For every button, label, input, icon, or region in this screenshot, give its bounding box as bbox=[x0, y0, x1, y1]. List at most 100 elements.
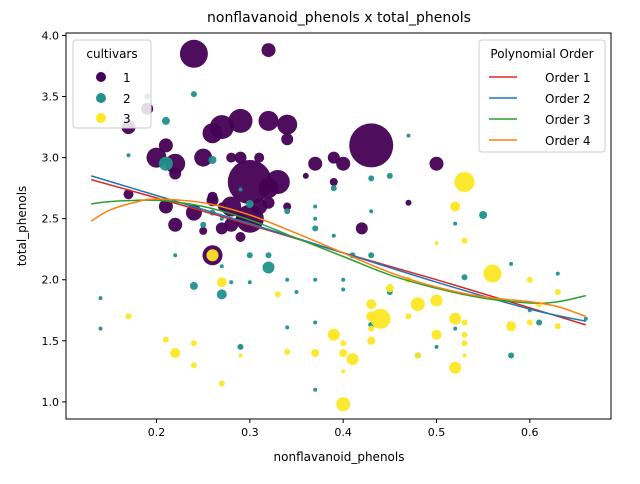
data-point bbox=[313, 320, 318, 325]
data-point bbox=[294, 290, 299, 294]
data-point bbox=[368, 325, 375, 332]
data-point bbox=[449, 361, 462, 374]
legend-cultivars-box bbox=[72, 39, 152, 129]
data-point bbox=[406, 133, 411, 138]
data-point bbox=[367, 336, 376, 345]
data-point bbox=[434, 241, 439, 246]
data-point bbox=[369, 209, 374, 214]
data-point bbox=[461, 237, 468, 244]
data-point bbox=[506, 321, 517, 332]
data-point bbox=[508, 352, 515, 359]
data-point bbox=[313, 387, 318, 392]
data-point bbox=[554, 323, 561, 330]
data-point bbox=[536, 319, 543, 326]
data-point bbox=[311, 349, 320, 357]
data-point bbox=[385, 284, 394, 293]
data-point bbox=[190, 91, 197, 98]
x-axis-label: nonflavanoid_phenols bbox=[274, 450, 405, 464]
data-point bbox=[169, 167, 182, 180]
data-point bbox=[414, 352, 421, 359]
data-point bbox=[258, 110, 279, 131]
data-point bbox=[216, 289, 227, 300]
y-tick-label: 1.0 bbox=[42, 396, 60, 409]
x-tick-label: 0.2 bbox=[148, 426, 166, 439]
legend-polynomial-box bbox=[478, 39, 606, 153]
y-tick-label: 4.0 bbox=[42, 29, 60, 42]
data-point bbox=[238, 344, 243, 349]
data-point bbox=[161, 116, 170, 125]
data-point bbox=[454, 172, 475, 192]
data-point bbox=[330, 331, 337, 338]
data-point bbox=[234, 151, 247, 164]
data-point bbox=[194, 148, 213, 167]
data-point bbox=[190, 362, 197, 369]
data-point bbox=[206, 249, 219, 262]
data-point bbox=[126, 153, 131, 158]
fit-curve-order-4 bbox=[90, 198, 587, 318]
legend-cultivars: cultivars 1 2 3 bbox=[72, 39, 152, 129]
data-point bbox=[199, 226, 208, 235]
data-point bbox=[216, 277, 227, 288]
data-point bbox=[461, 331, 468, 338]
data-point bbox=[235, 232, 246, 242]
y-tick-label: 3.0 bbox=[42, 152, 60, 165]
data-point bbox=[219, 216, 224, 221]
data-point bbox=[200, 221, 207, 228]
data-point bbox=[410, 297, 425, 312]
x-tick-label: 0.6 bbox=[521, 426, 539, 439]
data-point bbox=[158, 199, 173, 214]
data-point bbox=[483, 264, 502, 283]
data-point bbox=[228, 108, 253, 133]
data-point bbox=[336, 156, 351, 171]
data-point bbox=[336, 397, 351, 412]
x-tick-label: 0.5 bbox=[428, 426, 446, 439]
data-point bbox=[258, 178, 279, 199]
data-points bbox=[98, 39, 588, 412]
data-point bbox=[238, 353, 243, 358]
legend-order-2-label: Order 2 bbox=[545, 92, 591, 106]
data-point bbox=[387, 283, 392, 288]
data-point bbox=[346, 353, 359, 366]
data-point bbox=[284, 208, 291, 215]
data-point bbox=[218, 380, 225, 387]
legend-cultivar-3-label: 3 bbox=[123, 112, 131, 126]
data-point bbox=[123, 189, 134, 200]
y-axis-label: total_phenols bbox=[15, 186, 29, 267]
y-axis: 1.0 1.5 2.0 2.5 3.0 3.5 4.0 bbox=[42, 29, 66, 409]
data-point bbox=[247, 280, 252, 285]
data-point bbox=[405, 313, 412, 320]
data-point bbox=[449, 312, 462, 325]
data-point bbox=[224, 217, 239, 232]
data-point bbox=[341, 369, 346, 374]
data-point bbox=[190, 340, 197, 347]
data-point bbox=[555, 271, 560, 276]
legend-cultivar-1-label: 1 bbox=[123, 71, 131, 85]
legend-order-3-label: Order 3 bbox=[545, 113, 591, 127]
data-point bbox=[238, 187, 243, 192]
data-point bbox=[254, 152, 265, 163]
data-point bbox=[313, 204, 318, 209]
data-point bbox=[366, 299, 377, 310]
fit-curves bbox=[90, 175, 587, 326]
data-point bbox=[308, 156, 323, 171]
data-point bbox=[312, 225, 319, 232]
y-tick-label: 3.5 bbox=[42, 91, 60, 104]
legend-order-1-label: Order 1 bbox=[545, 71, 591, 85]
y-tick-label: 2.0 bbox=[42, 274, 60, 287]
data-point bbox=[341, 287, 346, 292]
data-point bbox=[405, 199, 412, 206]
data-point bbox=[327, 151, 340, 164]
data-point bbox=[285, 325, 290, 330]
chart-title: nonflavanoid_phenols x total_phenols bbox=[207, 10, 471, 26]
data-point bbox=[208, 156, 217, 164]
data-point bbox=[262, 261, 275, 274]
data-point bbox=[431, 329, 442, 340]
data-point bbox=[168, 217, 183, 232]
data-point bbox=[509, 261, 514, 266]
legend-cultivar-3-marker bbox=[96, 113, 106, 123]
data-point bbox=[245, 200, 254, 208]
data-point bbox=[355, 222, 368, 235]
y-tick-label: 1.5 bbox=[42, 335, 60, 348]
data-point bbox=[261, 43, 276, 58]
